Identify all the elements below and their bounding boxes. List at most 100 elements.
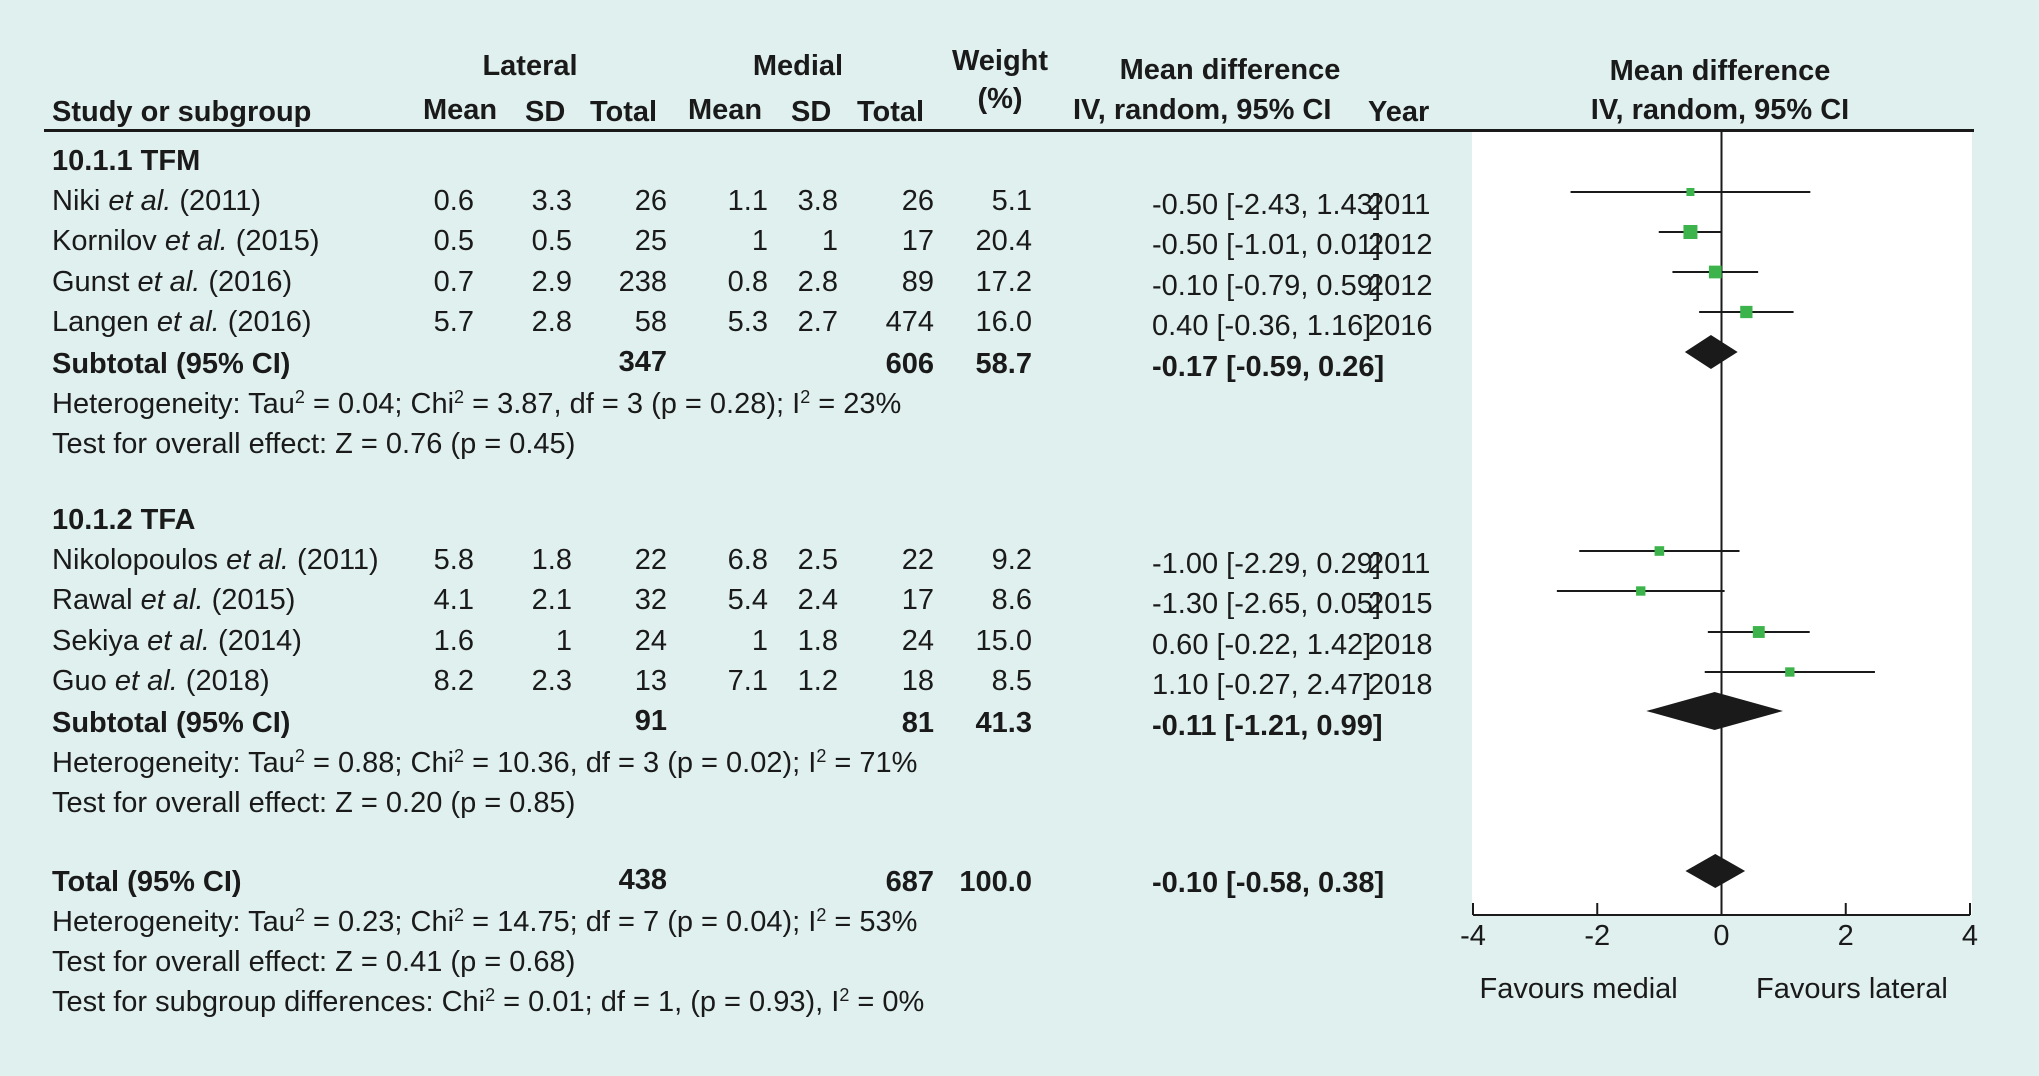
subgroup-text-c: = 0% — [849, 986, 925, 1018]
study-lat-sd: 2.1 — [531, 584, 572, 617]
study-year: 2011 — [1368, 189, 1431, 221]
study-weight: 16.0 — [975, 305, 1032, 338]
x-tick-label: -2 — [1584, 920, 1610, 952]
study-author: Gunst — [52, 265, 138, 298]
study-name: Guo et al. (2018) — [52, 664, 270, 697]
header-md-line2: IV, random, 95% CI — [1073, 94, 1332, 126]
header-lateral: Lateral — [482, 50, 578, 82]
study-year: 2018 — [1368, 668, 1433, 701]
favours-lateral-label: Favours lateral — [1756, 973, 1948, 1005]
study-lat-mean: 0.5 — [433, 225, 474, 258]
total-heterogeneity-text: Heterogeneity: Tau2 = 0.23; Chi2 = 14.75… — [52, 905, 918, 938]
header-rule — [44, 129, 1974, 132]
group-label: 10.1.2 TFA — [52, 504, 196, 536]
study-year: 2012 — [1368, 269, 1433, 302]
study-name: Niki et al. (2011) — [52, 187, 261, 216]
study-et-al: et al. — [147, 624, 210, 657]
subtotal-ci: -0.11 [-1.21, 0.99] — [1152, 710, 1383, 743]
study-med-sd: 2.8 — [797, 265, 838, 298]
het-text-b: = 0.23; Chi — [304, 906, 455, 938]
study-et-al: et al. — [164, 225, 228, 258]
sup-2: 2 — [485, 985, 496, 1005]
study-med-sd: 3.8 — [797, 185, 838, 217]
sup-2: 2 — [816, 905, 827, 925]
het-text-a: Heterogeneity: Tau — [52, 388, 295, 421]
het-text-c: = 14.75; df = 7 (p = 0.04); I — [464, 906, 817, 938]
study-med-sd: 2.5 — [797, 544, 838, 576]
study-lat-total: 24 — [634, 624, 667, 657]
study-med-sd: 1.8 — [797, 624, 838, 657]
study-lat-sd: 1.8 — [531, 544, 572, 576]
x-tick-label: 2 — [1838, 920, 1854, 952]
subgroup-text-a: Test for subgroup differences: Chi — [52, 986, 486, 1018]
sup-2: 2 — [454, 746, 465, 767]
pooled-diamond — [1685, 854, 1746, 888]
study-year-paren: (2011) — [288, 544, 379, 576]
study-lat-mean: 0.6 — [433, 185, 474, 217]
study-lat-sd: 0.5 — [531, 225, 572, 258]
het-text-a: Heterogeneity: Tau — [52, 906, 295, 938]
study-weight: 8.6 — [991, 584, 1032, 617]
study-med-total: 18 — [901, 664, 934, 697]
study-et-al: et al. — [156, 305, 220, 338]
header-medial: Medial — [752, 50, 844, 82]
subtotal-weight: 58.7 — [975, 348, 1032, 381]
study-year-paren: (2016) — [200, 265, 293, 298]
total-overall-effect-text: Test for overall effect: Z = 0.41 (p = 0… — [52, 946, 576, 978]
study-author: Rawal — [52, 584, 141, 617]
subtotal-med-total: 606 — [885, 348, 934, 381]
subtotal-lat-total: 91 — [634, 705, 667, 738]
study-ci: 1.10 [-0.27, 2.47] — [1152, 668, 1372, 701]
study-marker — [1686, 188, 1695, 196]
study-name: Gunst et al. (2016) — [52, 265, 293, 298]
study-name: Rawal et al. (2015) — [52, 586, 295, 615]
study-et-al: et al. — [114, 664, 178, 697]
sup-2: 2 — [816, 746, 827, 767]
study-med-sd: 1 — [821, 225, 838, 258]
study-year: 2015 — [1368, 588, 1433, 621]
subtotal-label: Subtotal (95% CI) — [52, 348, 291, 381]
study-ci: 0.40 [-0.36, 1.16] — [1152, 309, 1372, 342]
header-weight-line2: (%) — [977, 83, 1023, 115]
header-lateral-sd: SD — [525, 96, 566, 128]
heterogeneity-text: Heterogeneity: Tau2 = 0.04; Chi2 = 3.87,… — [52, 387, 901, 421]
study-lat-sd: 2.9 — [531, 265, 572, 298]
study-year-paren: (2016) — [219, 305, 312, 338]
x-tick-label: 0 — [1713, 920, 1729, 952]
study-weight: 20.4 — [975, 225, 1032, 258]
study-lat-mean: 5.8 — [433, 544, 474, 576]
study-med-sd: 2.4 — [797, 584, 838, 617]
study-lat-sd: 2.8 — [531, 305, 572, 338]
study-lat-total: 58 — [634, 305, 667, 338]
study-med-mean: 1 — [751, 624, 768, 657]
study-ci: -1.30 [-2.65, 0.05] — [1152, 588, 1381, 621]
sup-2: 2 — [454, 387, 465, 408]
study-et-al: et al. — [140, 584, 204, 617]
study-weight: 9.2 — [991, 544, 1032, 576]
study-weight: 5.1 — [991, 185, 1032, 217]
het-text-a: Heterogeneity: Tau — [52, 747, 295, 780]
header-medial-sd: SD — [791, 96, 832, 128]
study-year-paren: (2018) — [177, 664, 270, 697]
study-weight: 8.5 — [991, 664, 1032, 697]
study-med-total: 474 — [885, 305, 934, 338]
het-text-d: = 71% — [826, 747, 918, 780]
header-medial-mean: Mean — [688, 94, 763, 126]
total-weight: 100.0 — [959, 866, 1032, 898]
study-ci: 0.60 [-0.22, 1.42] — [1152, 628, 1372, 661]
sup-2: 2 — [454, 905, 465, 925]
subtotal-weight: 41.3 — [975, 707, 1032, 740]
het-text-c: = 10.36, df = 3 (p = 0.02); I — [464, 747, 817, 780]
study-marker — [1708, 265, 1722, 279]
total-ci: -0.10 [-0.58, 0.38] — [1152, 867, 1385, 899]
study-lat-mean: 0.7 — [433, 265, 474, 298]
study-author: Niki — [52, 185, 109, 217]
total-lat-total: 438 — [618, 864, 667, 896]
subgroup-differences-text: Test for subgroup differences: Chi2 = 0.… — [52, 985, 925, 1018]
het-text-d: = 53% — [826, 906, 918, 938]
study-year: 2012 — [1368, 229, 1433, 262]
study-lat-total: 32 — [634, 584, 667, 617]
header-plot-line2: IV, random, 95% CI — [1590, 94, 1850, 126]
